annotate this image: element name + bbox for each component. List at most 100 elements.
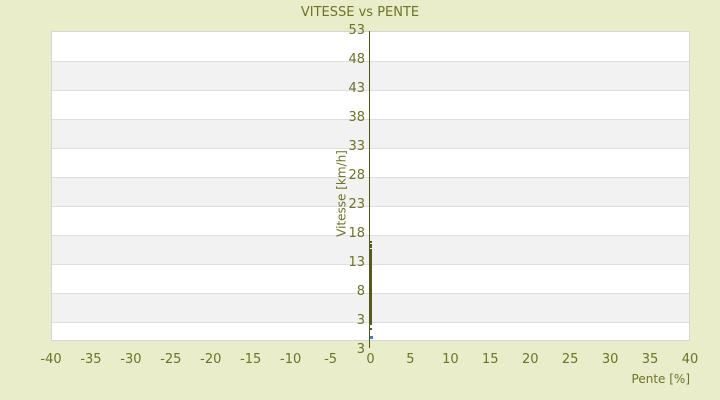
data-point [369, 275, 372, 278]
y-tick-label: 8 [356, 284, 365, 299]
data-point [369, 251, 372, 254]
y-tick-label: 3 [356, 313, 365, 328]
data-point [369, 303, 372, 306]
data-point [369, 270, 372, 273]
x-tick-label: -40 [40, 352, 62, 367]
data-point-blue [368, 335, 373, 339]
plot-area [51, 31, 690, 341]
plot-band [52, 322, 689, 340]
x-tick-label: -30 [120, 352, 142, 367]
data-point [369, 274, 372, 277]
data-point [369, 292, 372, 295]
data-point [369, 278, 372, 281]
data-point [369, 271, 372, 274]
x-tick-label: -20 [200, 352, 222, 367]
x-tick-label: -35 [80, 352, 102, 367]
x-axis-title: Pente [%] [631, 372, 690, 386]
data-point [369, 296, 372, 299]
x-tick-label: 5 [406, 352, 415, 367]
plot-band [52, 148, 689, 177]
data-point [369, 299, 372, 302]
data-point [369, 294, 372, 297]
gridline [52, 148, 689, 149]
data-point [369, 241, 372, 244]
data-point [369, 297, 372, 300]
data-point [369, 272, 372, 275]
plot-band [52, 90, 689, 119]
data-point [369, 246, 372, 249]
plot-band [52, 177, 689, 206]
data-point [369, 302, 372, 305]
data-point [369, 265, 372, 268]
data-point [369, 280, 372, 283]
y-tick-label: 33 [348, 139, 365, 154]
x-tick-label: 10 [442, 352, 459, 367]
data-point [369, 266, 372, 269]
data-point [369, 304, 372, 307]
data-point [369, 282, 372, 285]
x-tick-label: 15 [482, 352, 499, 367]
data-point [369, 293, 372, 296]
data-point [369, 311, 372, 314]
data-point [369, 267, 372, 270]
data-point [369, 295, 372, 298]
data-point [369, 317, 372, 320]
x-tick-label: -15 [240, 352, 262, 367]
gridline [52, 235, 689, 236]
data-point [369, 309, 372, 312]
y-axis-line [369, 31, 370, 348]
data-point [369, 314, 372, 317]
data-point [369, 301, 372, 304]
data-point [369, 310, 372, 313]
data-point [369, 308, 372, 311]
data-point [369, 277, 372, 280]
x-tick-label: -25 [160, 352, 182, 367]
x-tick-label: 25 [561, 352, 579, 367]
data-point [369, 328, 372, 331]
data-point [369, 284, 372, 287]
data-point [369, 289, 372, 292]
data-point [369, 287, 372, 290]
data-point [369, 291, 372, 293]
data-point [369, 259, 372, 262]
x-tick-label: 30 [601, 352, 619, 367]
data-point [369, 316, 372, 319]
data-point [369, 288, 372, 291]
data-point [369, 279, 372, 282]
data-point [369, 256, 372, 259]
data-point [369, 313, 372, 316]
y-tick-label: 48 [348, 52, 365, 67]
data-point [369, 322, 372, 325]
y-tick-label: 43 [348, 81, 365, 96]
gridline [52, 119, 689, 120]
data-point [369, 263, 372, 266]
data-point [369, 244, 372, 247]
data-point [369, 249, 372, 252]
x-tick-label: 35 [641, 352, 659, 367]
data-point [369, 300, 372, 303]
data-point [369, 273, 372, 276]
data-point [369, 253, 372, 256]
x-tick-label: 40 [681, 352, 699, 367]
x-tick-label: -5 [324, 352, 338, 367]
x-tick-label: -10 [280, 352, 302, 367]
data-point [369, 323, 372, 326]
plot-band [52, 61, 689, 90]
chart-title: VITESSE vs PENTE [300, 5, 420, 20]
gridline [52, 90, 689, 91]
data-point [369, 250, 372, 253]
y-tick-label: 38 [348, 110, 365, 125]
gridline [52, 177, 689, 178]
data-point [369, 321, 372, 324]
y-tick-label: 3 [356, 342, 365, 357]
data-point [369, 307, 372, 310]
data-point [369, 286, 372, 289]
y-tick-label: 13 [348, 255, 365, 270]
y-tick-label: 28 [348, 168, 365, 183]
x-tick-label: 20 [521, 352, 539, 367]
y-axis-title: Vitesse [km/h] [334, 150, 349, 237]
data-point [369, 262, 372, 264]
data-point [369, 258, 372, 261]
data-point [369, 252, 372, 255]
